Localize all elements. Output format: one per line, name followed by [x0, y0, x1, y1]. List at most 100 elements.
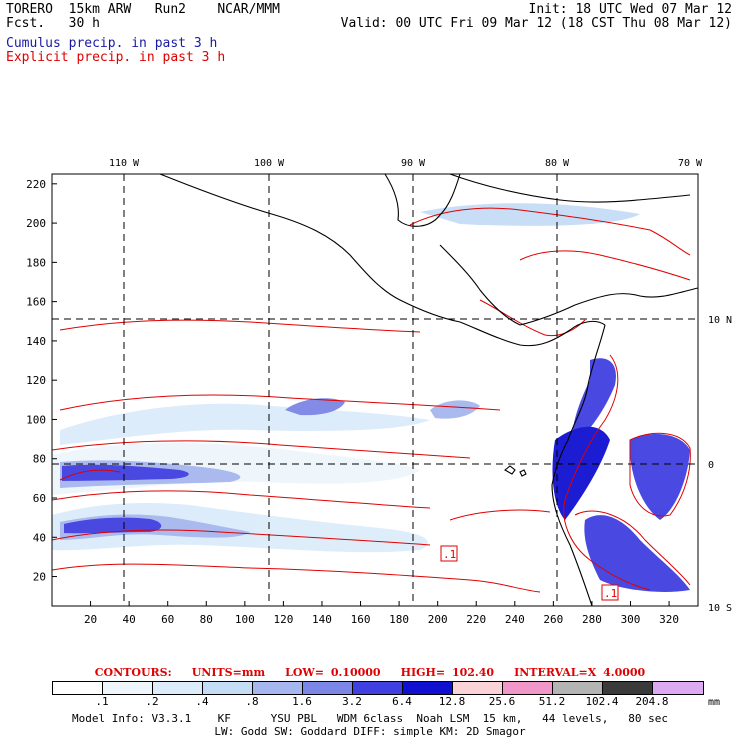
x-tick-label: 180 — [389, 613, 409, 626]
x-tick-label: 300 — [621, 613, 641, 626]
y-tick-label: 120 — [26, 374, 46, 387]
color-scale-swatch — [103, 682, 153, 694]
longitude-label: 100 W — [254, 158, 285, 169]
color-scale-swatch — [253, 682, 303, 694]
x-tick-label: 100 — [235, 613, 255, 626]
color-scale-swatch — [203, 682, 253, 694]
coast-panama — [459, 320, 606, 347]
explicit-field-label: Explicit precip. in past 3 h — [6, 50, 226, 65]
x-axis: 20 40 60 80 100 120 140 160 180 200 220 240 260 280 30… — [84, 601, 679, 626]
color-scale-swatch — [453, 682, 503, 694]
cumulus-field-label: Cumulus precip. in past 3 h — [6, 36, 218, 51]
color-scale-label: 102.4 — [585, 695, 619, 708]
color-scale-label: 1.6 — [292, 695, 312, 708]
precip-patch-140w — [285, 398, 345, 416]
contour-label-box — [440, 545, 458, 562]
precip-andes-south — [584, 515, 690, 592]
x-tick-label: 140 — [312, 613, 332, 626]
color-scale-label: 204.8 — [635, 695, 669, 708]
header-title-line: TORERO 15km ARW Run2 NCAR/MMM — [6, 2, 280, 17]
contour-north-scatter — [59, 319, 421, 333]
color-scale-label: 12.8 — [438, 695, 466, 708]
y-tick-label: 180 — [26, 256, 46, 269]
contour-info: CONTOURS: UNITS=mm LOW= 0.10000 HIGH= 102.4… — [0, 666, 740, 679]
precip-andes-mid — [552, 426, 610, 520]
latitude-labels: 10 N 0 10 S — [708, 315, 732, 614]
color-scale-swatch — [53, 682, 103, 694]
coast-colombia-caribbean — [519, 287, 699, 326]
color-scale-swatch — [303, 682, 353, 694]
color-scale-swatch — [153, 682, 203, 694]
contour-caribbean — [409, 207, 691, 256]
contour-label-boxes: .1 .1 — [440, 545, 619, 601]
y-tick-label: 220 — [26, 178, 46, 191]
contour-south-band — [52, 563, 541, 593]
x-tick-label: 280 — [582, 613, 602, 626]
x-tick-label: 260 — [543, 613, 563, 626]
latitude-label: 10 N — [708, 315, 732, 326]
color-scale-unit: mm — [708, 697, 721, 708]
longitude-label: 110 W — [109, 158, 140, 169]
contour-interval: INTERVAL=X 4.0000 — [514, 666, 646, 679]
color-scale-swatch — [503, 682, 553, 694]
color-scale-labels: .1 .2 .4 .8 1.6 3.2 6.4 12.8 25.6 51.2 102.4 204.8 — [52, 695, 712, 708]
color-scale-label: .4 — [195, 695, 209, 708]
x-tick-label: 200 — [428, 613, 448, 626]
contour-units: UNITS=mm — [191, 666, 266, 679]
precip-andes-north — [572, 358, 616, 445]
contour-label-text: .1 — [443, 548, 456, 561]
header-right: Init: 18 UTC Wed 07 Mar 12 Valid: 00 UTC… — [341, 3, 732, 31]
color-scale-label: 6.4 — [392, 695, 412, 708]
contour-low: LOW= 0.10000 — [285, 666, 381, 679]
x-tick-label: 320 — [659, 613, 679, 626]
x-tick-label: 240 — [505, 613, 525, 626]
y-tick-label: 60 — [33, 492, 46, 505]
cumulus-shading — [52, 203, 690, 592]
contour-west-pacific — [59, 469, 121, 481]
x-tick-label: 40 — [123, 613, 136, 626]
y-tick-label: 100 — [26, 413, 46, 426]
precip-band-south-max — [64, 517, 162, 534]
contour-label-box — [601, 584, 619, 601]
header-valid-line: Valid: 00 UTC Fri 09 Mar 12 (18 CST Thu … — [340, 16, 732, 31]
color-scale-swatch — [403, 682, 453, 694]
x-tick-label: 20 — [84, 613, 97, 626]
contour-central-america — [479, 299, 586, 337]
y-tick-label: 20 — [33, 571, 46, 584]
y-tick-label: 140 — [26, 335, 46, 348]
physics-info-line: LW: Godd SW: Goddard DIFF: simple KM: 2D… — [214, 725, 526, 738]
y-tick-label: 160 — [26, 296, 46, 309]
graticule — [52, 174, 698, 606]
x-tick-label: 120 — [273, 613, 293, 626]
contour-title: CONTOURS: — [94, 666, 172, 679]
latitude-label: 10 S — [708, 603, 732, 614]
color-scale-label: .1 — [95, 695, 109, 708]
contour-north-band — [59, 394, 501, 411]
longitude-labels: 110 W 100 W 90 W 80 W 70 W — [109, 158, 703, 169]
y-tick-label: 80 — [33, 453, 46, 466]
header-forecast-line: Fcst. 30 h — [6, 16, 100, 31]
precip-band-north — [60, 403, 430, 445]
y-tick-label: 40 — [33, 531, 46, 544]
color-scale-label: 3.2 — [342, 695, 362, 708]
color-scale-swatch — [653, 682, 703, 694]
y-tick-label: 200 — [26, 217, 46, 230]
precip-layer — [52, 203, 691, 593]
coast-cuba — [449, 173, 691, 203]
explicit-contours — [52, 207, 691, 593]
color-scale-label: .2 — [145, 695, 159, 708]
contour-mid-band-2 — [52, 440, 471, 459]
model-info-line: Model Info: V3.3.1 KF YSU PBL WDM 6class… — [71, 712, 669, 725]
color-scale-bar — [52, 681, 704, 695]
latitude-label: 0 — [708, 460, 714, 471]
contour-south-band-2 — [52, 529, 431, 546]
contour-andes-outline — [563, 354, 651, 591]
x-tick-label: 220 — [466, 613, 486, 626]
map-frame — [51, 173, 699, 607]
longitude-label: 70 W — [678, 158, 703, 169]
precip-patch-200w — [430, 400, 480, 419]
color-scale-label: 25.6 — [488, 695, 516, 708]
contour-pacific-east — [449, 509, 551, 521]
galapagos — [504, 465, 527, 477]
